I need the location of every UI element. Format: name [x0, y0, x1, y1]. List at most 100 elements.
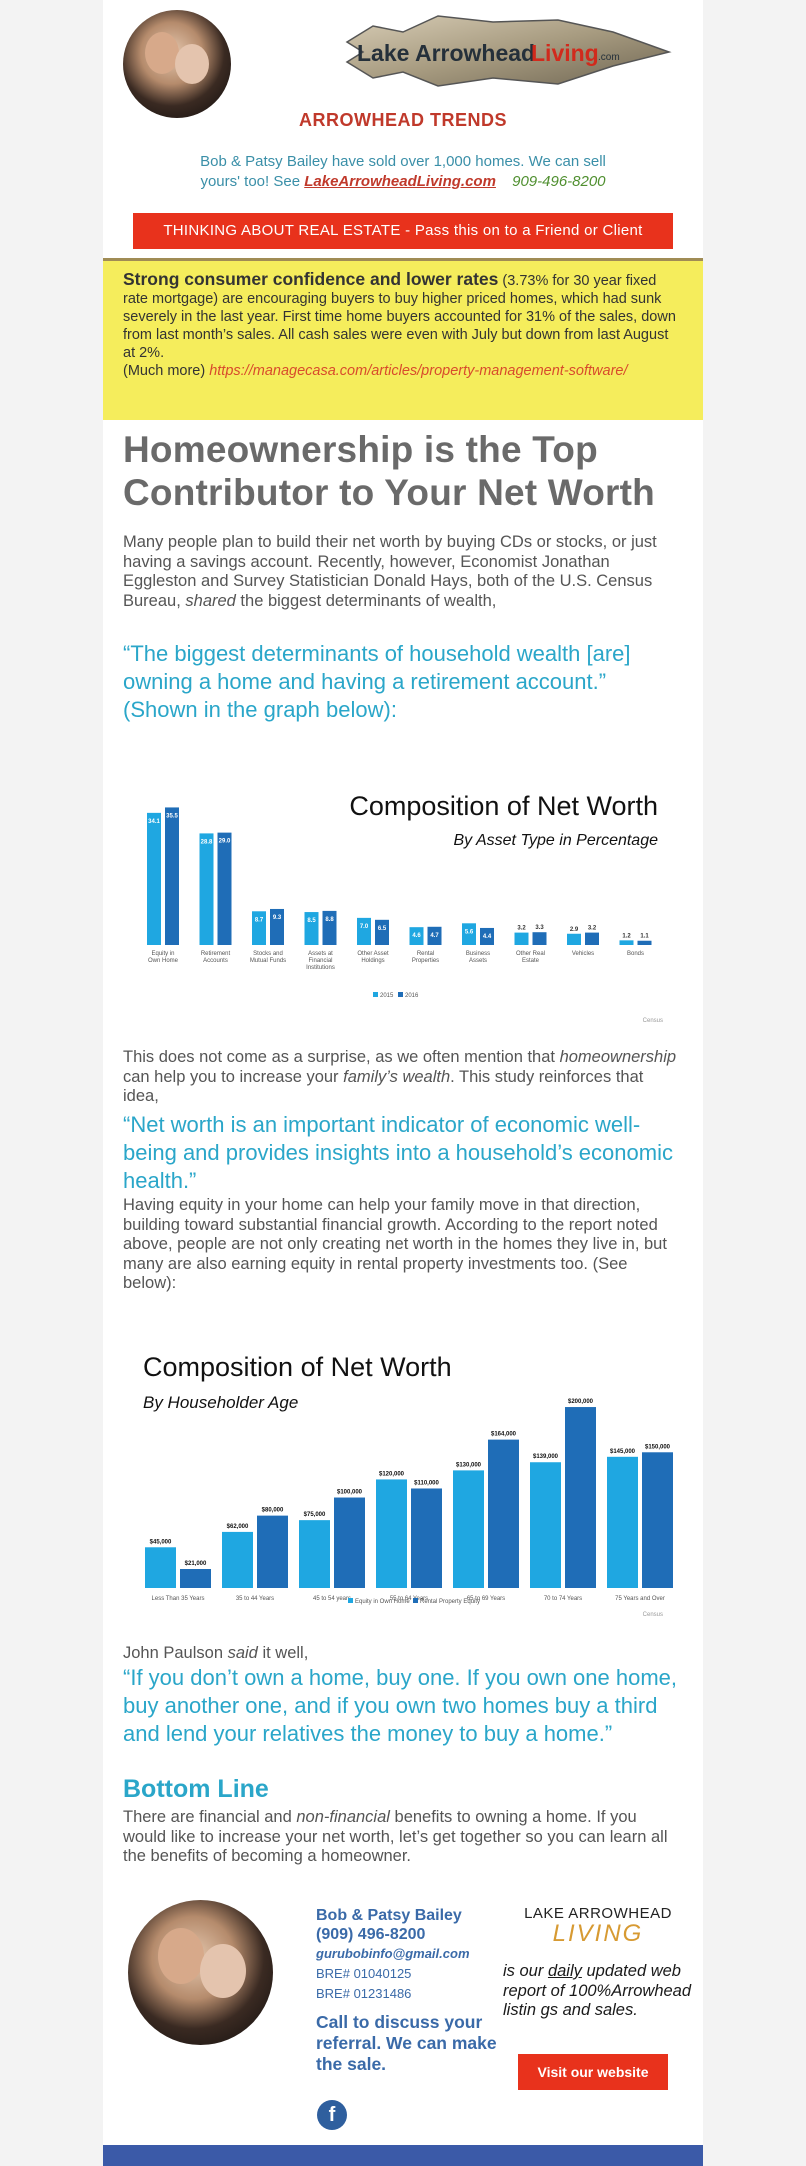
- intro-shared-italic: shared: [185, 591, 236, 610]
- chart-householder-age-svg: Composition of Net Worth By Householder A…: [143, 1352, 673, 1618]
- chart2-data-label: $150,000: [645, 1444, 671, 1450]
- chart2-data-label: $130,000: [456, 1462, 482, 1468]
- news-headline: Strong consumer confidence and lower rat…: [123, 269, 499, 289]
- chart1-category-label: Estate: [522, 958, 540, 964]
- footer-bre-1: BRE# 01040125: [316, 1966, 412, 1981]
- chart2-bar: [299, 1520, 330, 1588]
- chart1-bar: [514, 932, 529, 945]
- chart1-title: Composition of Net Worth: [349, 791, 658, 821]
- visit-website-button[interactable]: Visit our website: [518, 2054, 668, 2090]
- chart2-category-label: 65 to 69 Years: [467, 1596, 505, 1602]
- chart2-category-label: 35 to 44 Years: [236, 1596, 274, 1602]
- chart1-bar: [480, 927, 494, 945]
- chart1-legend-swatch: [373, 992, 378, 997]
- chart1-data-label: 8.8: [325, 917, 334, 923]
- chart1-legend-swatch: [398, 992, 403, 997]
- chart1-category-label: Other Real: [516, 951, 545, 957]
- chart2-legend-label: Rental Property Equity: [420, 1599, 480, 1605]
- bottom-line-heading: Bottom Line: [123, 1775, 269, 1803]
- chart1-category-label: Other Asset: [357, 951, 389, 957]
- quote-paulson: “If you don’t own a home, buy one. If yo…: [123, 1665, 678, 1746]
- chart2-legend-label: Equity in Own Home: [355, 1599, 410, 1605]
- p2-family-wealth-italic: family’s wealth: [343, 1067, 451, 1086]
- chart2-data-label: $145,000: [610, 1449, 636, 1455]
- chart1-category-label: Institutions: [306, 965, 335, 971]
- chart1-category-label: Properties: [412, 958, 439, 964]
- much-more-label: (Much more): [123, 363, 206, 379]
- header: Lake Arrowhead Living .com ARROWHEAD TRE…: [103, 0, 703, 255]
- p2-text-a: This does not come as a surprise, as we …: [123, 1048, 555, 1066]
- p2-text-b: can help you to increase your: [123, 1067, 339, 1086]
- footer-bre-2: BRE# 01231486: [316, 1986, 412, 2001]
- website-promo: LAKE ARROWHEAD LIVING is our daily updat…: [503, 1905, 693, 2021]
- chart2-bar: [334, 1497, 365, 1588]
- chart1-data-label: 2.9: [570, 927, 579, 933]
- daily-underlined: daily: [547, 1962, 582, 1980]
- chart1-category-label: Equity in: [151, 951, 174, 957]
- chart1-category-label: Business: [466, 951, 490, 957]
- thinking-about-real-estate-button[interactable]: THINKING ABOUT REAL ESTATE - Pass this o…: [133, 213, 673, 249]
- chart1-category-label: Holdings: [361, 958, 384, 964]
- chart1-data-label: 4.7: [430, 933, 439, 939]
- chart1-bar: [217, 832, 232, 945]
- chart1-category-label: Own Home: [148, 958, 179, 964]
- p2-text-c: . This study reinforces that idea,: [123, 1067, 644, 1106]
- chart1-bar: [165, 807, 179, 945]
- intro-text-b: the biggest determinants of wealth,: [235, 591, 497, 610]
- chart1-category-label: Stocks and: [253, 951, 283, 957]
- chart2-bar: [488, 1439, 519, 1588]
- footer-phone[interactable]: (909) 496-8200: [316, 1926, 426, 1943]
- market-news-box: Strong consumer confidence and lower rat…: [103, 258, 703, 420]
- chart1-data-label: 3.3: [535, 925, 544, 931]
- footer-name: Bob & Patsy Bailey: [316, 1907, 462, 1924]
- p4-text-a: John Paulson: [123, 1644, 223, 1662]
- chart1-bar: [585, 932, 599, 945]
- chart1-bar: [619, 940, 634, 945]
- quote-determinants: “The biggest determinants of household w…: [123, 641, 631, 722]
- paragraph-equity: Having equity in your home can help your…: [123, 1196, 667, 1292]
- chart1-category-label: Assets: [469, 958, 487, 964]
- chart1-bar: [375, 919, 389, 945]
- much-more-link[interactable]: https://managecasa.com/articles/property…: [209, 363, 628, 379]
- chart-householder-age: Composition of Net Worth By Householder A…: [123, 1328, 683, 1628]
- chart2-bar: [453, 1470, 484, 1588]
- header-phone[interactable]: 909-496-8200: [512, 173, 606, 190]
- chart1-category-label: Rental: [417, 951, 434, 957]
- footer-bottom-bar: [103, 2145, 703, 2166]
- chart1-data-label: 5.6: [465, 929, 474, 935]
- logo-text-lake: Lake Arrowhead: [357, 40, 535, 66]
- chart2-category-label: 55 to 64 Years: [390, 1596, 428, 1602]
- chart2-data-label: $120,000: [379, 1471, 405, 1477]
- logo-text-living: Living: [531, 40, 599, 66]
- chart2-bar: [222, 1531, 253, 1588]
- lake-arrowhead-living-logo[interactable]: Lake Arrowhead Living .com: [343, 12, 673, 90]
- chart1-bar: [357, 917, 371, 945]
- article-title-block: Homeownership is the Top Contributor to …: [123, 428, 683, 514]
- footer-email[interactable]: gurubobinfo@gmail.com: [316, 1946, 470, 1961]
- site-link[interactable]: LakeArrowheadLiving.com: [304, 173, 496, 190]
- logo-text-com: .com: [598, 52, 620, 63]
- chart2-bar: [642, 1452, 673, 1588]
- daily-text-b: updated web report of 100%Arrowhead list…: [503, 1962, 692, 2019]
- chart1-data-label: 4.4: [483, 934, 492, 940]
- chart1-data-label: 29.0: [219, 839, 231, 845]
- chart2-bar: [376, 1479, 407, 1588]
- email-container: Lake Arrowhead Living .com ARROWHEAD TRE…: [103, 0, 703, 2166]
- chart2-subtitle: By Householder Age: [143, 1393, 298, 1412]
- chart1-bar: [427, 926, 442, 945]
- facebook-icon[interactable]: f: [317, 2100, 347, 2130]
- chart2-data-label: $110,000: [414, 1480, 439, 1486]
- chart2-bar: [257, 1515, 288, 1588]
- chart2-category-label: Less Than 35 Years: [152, 1596, 205, 1602]
- chart1-subtitle: By Asset Type in Percentage: [453, 832, 658, 849]
- arrowhead-trends-title: ARROWHEAD TRENDS: [299, 110, 507, 130]
- chart1-data-label: 34.1: [148, 819, 160, 825]
- chart2-data-label: $139,000: [533, 1454, 559, 1460]
- chart2-bar: [145, 1547, 176, 1588]
- chart2-data-label: $164,000: [491, 1432, 517, 1438]
- chart1-category-label: Mutual Funds: [250, 958, 286, 964]
- intro-text-a: Many people plan to build their net wort…: [123, 533, 657, 610]
- chart1-data-label: 35.5: [166, 813, 178, 819]
- chart2-data-label: $21,000: [185, 1561, 207, 1567]
- p5-text-b: benefits to owning a home. If you would …: [123, 1808, 668, 1865]
